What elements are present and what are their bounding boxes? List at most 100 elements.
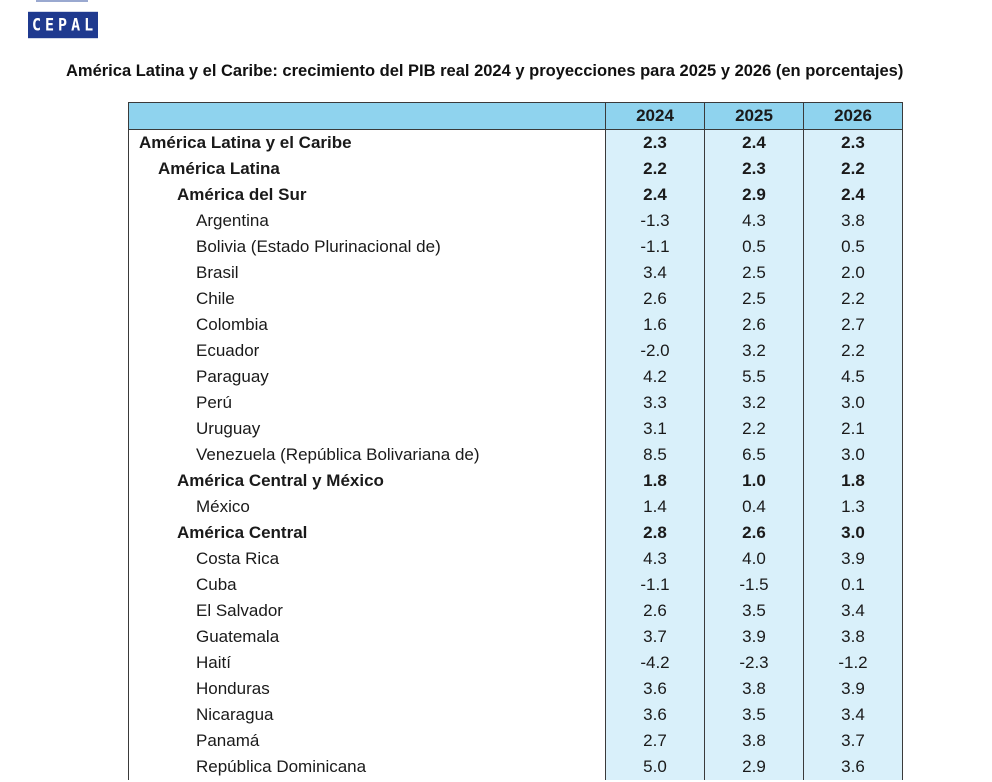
value-2026: 2.7 [803,312,903,338]
value-2025: 0.4 [704,494,804,520]
value-2024: 1.6 [605,312,705,338]
value-2024: 2.3 [605,129,705,156]
value-2026: 3.4 [803,702,903,728]
value-2026: 3.0 [803,520,903,546]
table-row: Panamá 2.7 3.8 3.7 [128,728,903,754]
table-row: América Central 2.8 2.6 3.0 [128,520,903,546]
value-2024: 3.6 [605,702,705,728]
row-label: Venezuela (República Bolivariana de) [128,442,606,468]
value-2024: 3.6 [605,676,705,702]
row-label: América Latina [128,156,606,182]
value-2025: 3.5 [704,598,804,624]
table-row: Chile 2.6 2.5 2.2 [128,286,903,312]
value-2026: 0.1 [803,572,903,598]
value-2025: 1.0 [704,468,804,494]
table-row: México 1.4 0.4 1.3 [128,494,903,520]
value-2025: 2.9 [704,754,804,780]
value-2025: -1.5 [704,572,804,598]
table-row: Ecuador -2.0 3.2 2.2 [128,338,903,364]
value-2025: 2.6 [704,312,804,338]
value-2024: -2.0 [605,338,705,364]
row-label: Haití [128,650,606,676]
value-2025: 2.9 [704,182,804,208]
value-2025: 2.6 [704,520,804,546]
header-2024: 2024 [605,102,705,130]
table-row: América Central y México 1.8 1.0 1.8 [128,468,903,494]
table-row: Argentina -1.3 4.3 3.8 [128,208,903,234]
value-2024: 1.4 [605,494,705,520]
table-row: República Dominicana 5.0 2.9 3.6 [128,754,903,780]
value-2024: 3.7 [605,624,705,650]
value-2026: 4.5 [803,364,903,390]
table-row: Bolivia (Estado Plurinacional de) -1.1 0.5… [128,234,903,260]
table-row: Haití -4.2 -2.3 -1.2 [128,650,903,676]
row-label: América Latina y el Caribe [128,129,606,156]
value-2024: -1.3 [605,208,705,234]
table-row: Venezuela (República Bolivariana de) 8.5 6… [128,442,903,468]
table-row: Costa Rica 4.3 4.0 3.9 [128,546,903,572]
value-2025: 3.8 [704,728,804,754]
row-label: Perú [128,390,606,416]
row-label: Nicaragua [128,702,606,728]
value-2025: 4.3 [704,208,804,234]
value-2026: 2.4 [803,182,903,208]
table-row: Paraguay 4.2 5.5 4.5 [128,364,903,390]
value-2025: 3.2 [704,390,804,416]
row-label: Chile [128,286,606,312]
value-2026: 3.4 [803,598,903,624]
value-2026: 2.2 [803,338,903,364]
header-region [128,102,606,130]
value-2024: -1.1 [605,572,705,598]
table-row: Perú 3.3 3.2 3.0 [128,390,903,416]
value-2025: -2.3 [704,650,804,676]
row-label: Cuba [128,572,606,598]
value-2026: 3.8 [803,624,903,650]
value-2024: -1.1 [605,234,705,260]
table-row: Uruguay 3.1 2.2 2.1 [128,416,903,442]
value-2024: 8.5 [605,442,705,468]
value-2025: 0.5 [704,234,804,260]
value-2026: 0.5 [803,234,903,260]
header-2025: 2025 [704,102,804,130]
value-2024: 2.2 [605,156,705,182]
value-2024: 4.3 [605,546,705,572]
value-2025: 3.2 [704,338,804,364]
header-2026: 2026 [803,102,903,130]
row-label: Brasil [128,260,606,286]
value-2024: 2.6 [605,598,705,624]
row-label: Paraguay [128,364,606,390]
row-label: América Central [128,520,606,546]
table-row: América del Sur 2.4 2.9 2.4 [128,182,903,208]
value-2025: 2.4 [704,129,804,156]
value-2024: -4.2 [605,650,705,676]
value-2026: 3.6 [803,754,903,780]
value-2024: 3.1 [605,416,705,442]
value-2026: 3.0 [803,390,903,416]
table-row: Brasil 3.4 2.5 2.0 [128,260,903,286]
logo-text: CEPAL [28,11,98,39]
page-title: América Latina y el Caribe: crecimiento … [66,62,904,80]
value-2026: 2.1 [803,416,903,442]
table-row: Nicaragua 3.6 3.5 3.4 [128,702,903,728]
value-2024: 2.8 [605,520,705,546]
row-label: República Dominicana [128,754,606,780]
value-2026: 3.8 [803,208,903,234]
row-label: Honduras [128,676,606,702]
value-2025: 4.0 [704,546,804,572]
value-2026: 2.2 [803,156,903,182]
row-label: Ecuador [128,338,606,364]
value-2026: 3.9 [803,546,903,572]
row-label: Colombia [128,312,606,338]
value-2025: 3.9 [704,624,804,650]
value-2026: 2.0 [803,260,903,286]
table-row: Colombia 1.6 2.6 2.7 [128,312,903,338]
value-2024: 3.3 [605,390,705,416]
row-label: América del Sur [128,182,606,208]
row-label: Uruguay [128,416,606,442]
logo-topline [36,0,88,2]
table-header-row: 2024 2025 2026 [128,102,903,130]
value-2026: -1.2 [803,650,903,676]
value-2026: 1.3 [803,494,903,520]
gdp-growth-table: 2024 2025 2026 América Latina y el Carib… [128,102,903,780]
value-2024: 2.6 [605,286,705,312]
